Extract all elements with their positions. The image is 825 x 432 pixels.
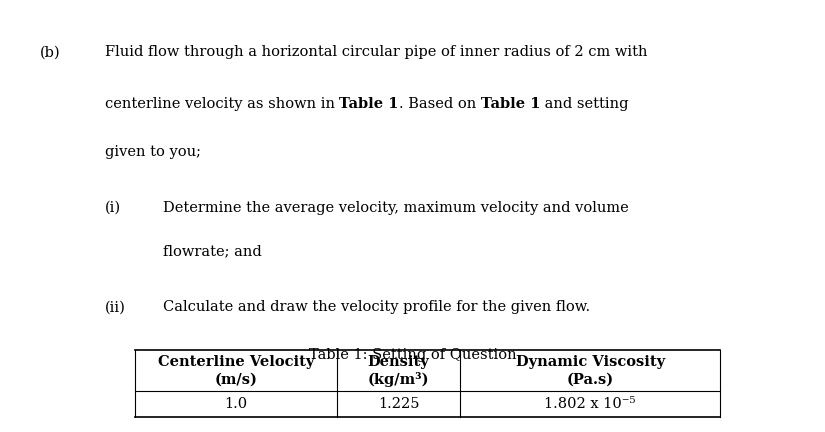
Text: Centerline Velocity: Centerline Velocity: [158, 355, 314, 369]
Text: 1.225: 1.225: [378, 397, 419, 411]
Text: given to you;: given to you;: [105, 145, 200, 159]
Text: Density: Density: [368, 355, 429, 369]
Text: flowrate; and: flowrate; and: [163, 244, 262, 258]
Text: Determine the average velocity, maximum velocity and volume: Determine the average velocity, maximum …: [163, 201, 629, 215]
Text: (kg/m³): (kg/m³): [368, 372, 429, 387]
Text: (Pa.s): (Pa.s): [567, 372, 614, 386]
Text: Table 1: Table 1: [339, 97, 399, 111]
Text: (b): (b): [40, 45, 60, 59]
Text: 1.0: 1.0: [224, 397, 247, 411]
Text: Calculate and draw the velocity profile for the given flow.: Calculate and draw the velocity profile …: [163, 300, 590, 314]
Text: 1.802 x 10⁻⁵: 1.802 x 10⁻⁵: [544, 397, 636, 411]
Text: Table 1: Table 1: [481, 97, 540, 111]
Text: (ii): (ii): [105, 300, 125, 314]
Text: (m/s): (m/s): [214, 372, 257, 386]
Text: and setting: and setting: [540, 97, 629, 111]
Text: Dynamic Viscosity: Dynamic Viscosity: [516, 355, 665, 369]
Text: Table 1: Setting of Question: Table 1: Setting of Question: [309, 348, 516, 362]
Text: Fluid flow through a horizontal circular pipe of inner radius of 2 cm with: Fluid flow through a horizontal circular…: [105, 45, 648, 59]
Text: . Based on: . Based on: [399, 97, 481, 111]
Text: (i): (i): [105, 201, 121, 215]
Text: centerline velocity as shown in: centerline velocity as shown in: [105, 97, 339, 111]
